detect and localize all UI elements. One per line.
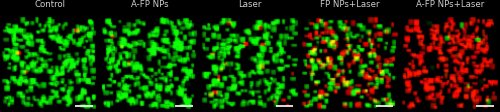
Text: A-FP NPs: A-FP NPs xyxy=(131,0,168,9)
Text: Control: Control xyxy=(34,0,65,9)
Text: FP NPs+Laser: FP NPs+Laser xyxy=(320,0,380,9)
Text: Laser: Laser xyxy=(238,0,262,9)
Text: A-FP NPs+Laser: A-FP NPs+Laser xyxy=(416,0,484,9)
